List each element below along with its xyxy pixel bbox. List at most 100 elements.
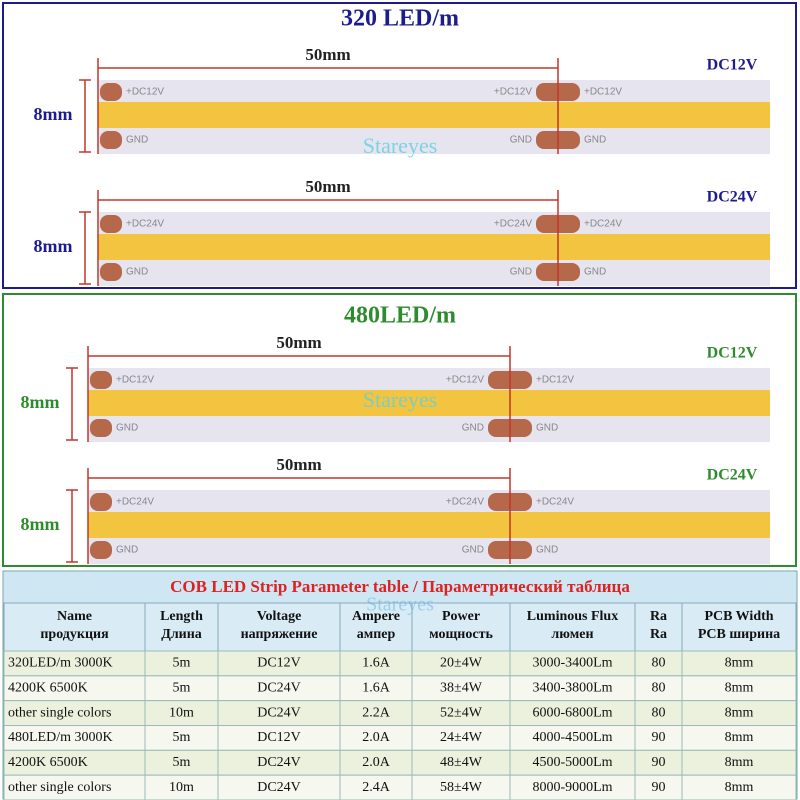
cell-text: 48±4W <box>440 755 483 770</box>
watermark: Stareyes <box>366 594 434 616</box>
section-title: 320 LED/m <box>341 6 459 32</box>
header-text: ампер <box>357 627 396 642</box>
solder-pad <box>100 83 122 101</box>
header-text: напряжение <box>241 627 318 642</box>
cell-text: DC12V <box>257 656 301 671</box>
pad-label: +DC12V <box>116 375 154 386</box>
watermark: Stareyes <box>363 133 438 158</box>
pad-label: +DC24V <box>494 219 532 230</box>
cell-text: 3400-3800Lm <box>532 680 612 695</box>
pad-label: +DC12V <box>536 375 574 386</box>
voltage-label: DC12V <box>707 57 758 74</box>
cell-text: 52±4W <box>440 705 483 720</box>
table-cell <box>681 774 797 800</box>
solder-pad <box>90 371 112 389</box>
table-cell <box>681 700 797 727</box>
cell-text: other single colors <box>8 705 111 720</box>
pad-label: GND <box>584 135 606 146</box>
header-cell <box>144 602 219 652</box>
table-cell <box>217 725 341 751</box>
pad-label: GND <box>116 423 138 434</box>
cell-text: 1.6A <box>362 680 391 695</box>
cell-text: 10m <box>169 705 194 720</box>
cell-text: DC24V <box>257 705 301 720</box>
width-label: 8mm <box>21 392 60 412</box>
cell-text: 2.2A <box>362 705 391 720</box>
cell-text: DC24V <box>257 680 301 695</box>
header-text: Voltage <box>257 609 302 624</box>
table-cell <box>681 725 797 751</box>
cell-text: 6000-6800Lm <box>532 705 612 720</box>
header-text: Length <box>160 609 203 624</box>
table-cell <box>217 650 341 677</box>
cell-text: other single colors <box>8 780 111 795</box>
width-label: 8mm <box>21 514 60 534</box>
header-text: Power <box>442 609 480 624</box>
solder-pad <box>90 493 112 511</box>
table-cell <box>411 700 511 727</box>
cell-text: 4200K 6500K <box>8 755 88 770</box>
length-label: 50mm <box>276 455 321 474</box>
cell-text: 90 <box>652 755 666 770</box>
table-cell <box>681 675 797 702</box>
led-band <box>88 512 770 538</box>
header-text: Name <box>57 609 92 624</box>
cell-text: 24±4W <box>440 730 483 745</box>
table-cell <box>217 749 341 776</box>
header-text: Ra <box>650 627 667 642</box>
cell-text: DC24V <box>257 755 301 770</box>
cell-text: 3000-3400Lm <box>532 656 612 671</box>
cell-text: 80 <box>652 680 666 695</box>
voltage-label: DC24V <box>707 189 758 206</box>
header-text: Длина <box>161 627 202 642</box>
header-cell <box>411 602 511 652</box>
table-cell <box>411 675 511 702</box>
led-band <box>98 234 770 260</box>
led-band <box>88 390 770 416</box>
width-label: 8mm <box>34 104 73 124</box>
cell-text: 1.6A <box>362 656 391 671</box>
table-cell <box>509 700 636 727</box>
header-text: люмен <box>551 627 593 642</box>
table-cell <box>339 774 413 800</box>
cell-text: 4000-4500Lm <box>532 730 612 745</box>
pad-label: +DC12V <box>494 87 532 98</box>
length-label: 50mm <box>276 333 321 352</box>
cell-text: 90 <box>652 780 666 795</box>
pad-label: +DC24V <box>446 497 484 508</box>
header-text: PCB Width <box>704 609 773 624</box>
led-band <box>98 102 770 128</box>
pad-label: +DC12V <box>126 87 164 98</box>
header-text: Ampere <box>352 609 400 624</box>
cell-text: 2.0A <box>362 755 391 770</box>
cell-text: 4200K 6500K <box>8 680 88 695</box>
pad-label: +DC24V <box>116 497 154 508</box>
header-cell <box>509 602 636 652</box>
solder-pad <box>90 419 112 437</box>
cell-text: 8mm <box>725 730 754 745</box>
cell-text: 8mm <box>725 755 754 770</box>
table-cell <box>411 725 511 751</box>
cell-text: DC12V <box>257 730 301 745</box>
cell-text: 5m <box>173 755 191 770</box>
cell-text: 480LED/m 3000K <box>8 730 113 745</box>
table-cell <box>411 650 511 677</box>
solder-pad <box>100 263 122 281</box>
pad-label: GND <box>462 545 484 556</box>
pad-label: GND <box>584 267 606 278</box>
pad-label: +DC24V <box>126 219 164 230</box>
table-cell <box>3 650 146 677</box>
cell-text: 8000-9000Lm <box>532 780 612 795</box>
pad-label: GND <box>510 267 532 278</box>
header-cell <box>217 602 341 652</box>
cell-text: DC24V <box>257 780 301 795</box>
solder-pad <box>90 541 112 559</box>
table-cell <box>634 700 683 727</box>
table-cell <box>217 675 341 702</box>
table-cell <box>411 749 511 776</box>
table-cell <box>339 650 413 677</box>
table-cell <box>634 725 683 751</box>
cell-text: 8mm <box>725 705 754 720</box>
table-cell <box>217 774 341 800</box>
